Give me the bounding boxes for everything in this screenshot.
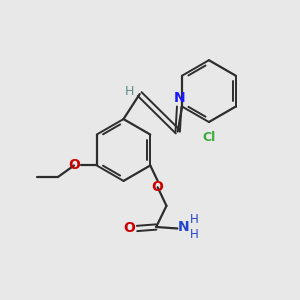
Text: O: O — [152, 180, 164, 194]
Text: H: H — [190, 228, 199, 242]
Text: H: H — [190, 213, 199, 226]
Text: H: H — [125, 85, 134, 98]
Text: O: O — [123, 221, 135, 236]
Text: Cl: Cl — [202, 131, 215, 144]
Text: O: O — [68, 158, 80, 172]
Text: N: N — [178, 220, 190, 234]
Text: N: N — [173, 91, 185, 105]
